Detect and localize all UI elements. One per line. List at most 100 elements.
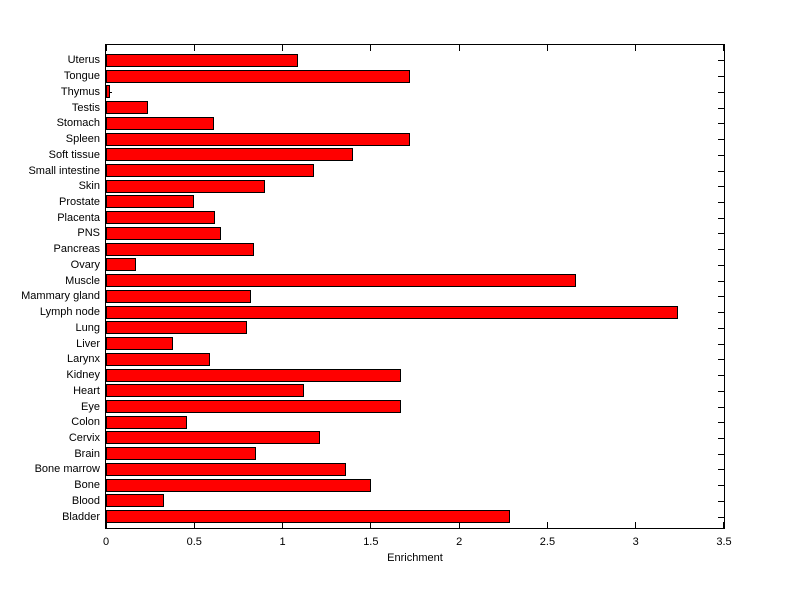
x-tick bbox=[723, 522, 724, 528]
bar bbox=[106, 384, 304, 398]
x-tick bbox=[106, 45, 107, 51]
category-label: PNS bbox=[77, 227, 100, 240]
bar bbox=[106, 447, 257, 461]
bar bbox=[106, 179, 265, 193]
y-tick bbox=[718, 406, 724, 408]
category-label: Lung bbox=[75, 321, 100, 334]
x-tick bbox=[370, 522, 372, 528]
y-tick bbox=[718, 249, 724, 251]
category-label: Larynx bbox=[66, 353, 100, 366]
x-tick-label: 0.5 bbox=[186, 536, 202, 548]
bar bbox=[106, 368, 401, 382]
category-label: Ovary bbox=[70, 258, 100, 271]
y-tick bbox=[718, 60, 724, 62]
bar bbox=[106, 226, 221, 240]
category-label: Thymus bbox=[60, 85, 100, 98]
y-tick bbox=[718, 422, 724, 424]
x-tick bbox=[546, 522, 548, 528]
category-label: Uterus bbox=[67, 54, 100, 67]
x-tick-label: 2.5 bbox=[539, 536, 556, 548]
x-tick bbox=[635, 45, 637, 51]
x-tick bbox=[282, 45, 284, 51]
bar bbox=[106, 195, 195, 209]
y-tick bbox=[718, 170, 724, 172]
bar bbox=[106, 85, 110, 99]
y-tick bbox=[718, 359, 724, 361]
x-tick bbox=[370, 45, 372, 51]
x-tick-label: 2 bbox=[456, 536, 463, 548]
category-label: Testis bbox=[71, 101, 100, 114]
x-tick bbox=[635, 522, 637, 528]
bar bbox=[106, 510, 511, 524]
y-tick bbox=[718, 217, 724, 219]
bar bbox=[106, 242, 255, 256]
x-tick-label: 3.5 bbox=[716, 536, 732, 548]
bar bbox=[106, 101, 149, 115]
category-label: Bone marrow bbox=[34, 463, 100, 476]
x-tick-label: 0 bbox=[102, 536, 110, 548]
y-tick bbox=[718, 516, 724, 518]
y-tick bbox=[718, 390, 724, 392]
bar bbox=[106, 148, 354, 162]
x-tick bbox=[546, 45, 548, 51]
y-tick bbox=[718, 233, 724, 235]
category-label: Stomach bbox=[56, 117, 100, 130]
y-tick bbox=[718, 154, 724, 156]
bar bbox=[106, 337, 174, 351]
category-label: Prostate bbox=[59, 195, 100, 208]
x-tick bbox=[193, 45, 195, 51]
y-tick bbox=[718, 296, 724, 298]
bar bbox=[106, 352, 211, 366]
x-tick bbox=[458, 522, 460, 528]
bar bbox=[106, 431, 320, 445]
category-label: Skin bbox=[78, 180, 100, 193]
category-label: Colon bbox=[71, 416, 100, 429]
x-tick-label: 1 bbox=[279, 536, 286, 548]
bar bbox=[106, 289, 251, 303]
y-tick bbox=[718, 375, 724, 377]
category-label: Eye bbox=[81, 400, 100, 413]
bar bbox=[106, 400, 401, 413]
bar bbox=[106, 274, 576, 288]
x-tick bbox=[106, 522, 107, 528]
bar bbox=[106, 305, 679, 319]
category-label: Bladder bbox=[62, 510, 100, 523]
y-tick bbox=[718, 107, 724, 109]
bar bbox=[106, 132, 410, 146]
category-label: Heart bbox=[73, 384, 100, 397]
x-axis-title: Enrichment bbox=[387, 552, 443, 564]
y-tick bbox=[718, 186, 724, 188]
y-tick bbox=[718, 91, 724, 93]
bar bbox=[106, 116, 214, 130]
y-tick bbox=[718, 201, 724, 203]
bar bbox=[106, 258, 137, 272]
y-tick bbox=[718, 343, 724, 345]
x-tick-label: 3 bbox=[632, 536, 639, 548]
category-label: Liver bbox=[76, 337, 100, 350]
category-label: Lymph node bbox=[39, 306, 100, 319]
category-label: Blood bbox=[71, 494, 100, 507]
y-tick bbox=[718, 469, 724, 471]
y-tick bbox=[718, 280, 724, 282]
bar bbox=[106, 415, 188, 429]
x-tick-label: 1.5 bbox=[363, 536, 379, 548]
bar bbox=[106, 211, 216, 225]
y-tick bbox=[718, 327, 724, 329]
category-label: Spleen bbox=[65, 133, 100, 146]
category-label: Soft tissue bbox=[48, 148, 100, 161]
category-label: Placenta bbox=[57, 211, 100, 224]
bar bbox=[106, 462, 347, 476]
y-tick bbox=[718, 264, 724, 266]
category-label: Small intestine bbox=[28, 164, 100, 177]
y-tick bbox=[718, 500, 724, 502]
y-tick bbox=[718, 123, 724, 125]
bar bbox=[106, 321, 248, 335]
plot-area bbox=[105, 44, 725, 529]
y-tick bbox=[718, 76, 724, 78]
bar bbox=[106, 53, 299, 67]
x-tick bbox=[723, 45, 724, 51]
category-label: Bone bbox=[74, 479, 100, 492]
bar bbox=[106, 164, 315, 177]
x-tick bbox=[193, 522, 195, 528]
category-label: Brain bbox=[74, 447, 100, 460]
